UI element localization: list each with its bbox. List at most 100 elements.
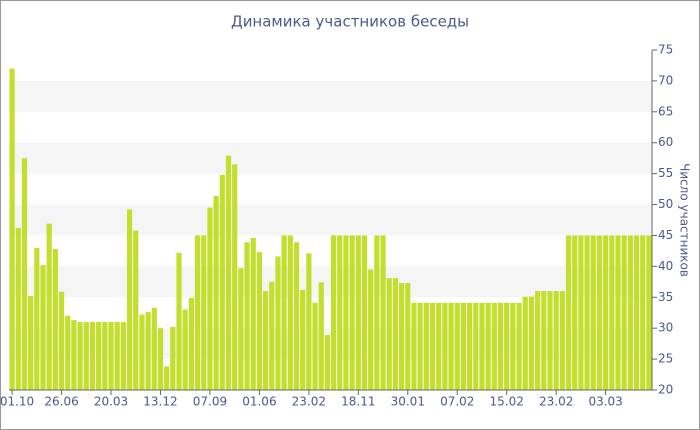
bar xyxy=(386,278,392,390)
grid-band xyxy=(9,142,652,174)
bar xyxy=(590,235,596,390)
bar xyxy=(510,302,516,390)
bar xyxy=(399,283,405,390)
bar xyxy=(269,281,275,390)
bar xyxy=(287,235,293,390)
bar xyxy=(516,302,522,390)
bar xyxy=(374,235,380,390)
bar xyxy=(361,235,368,390)
bar xyxy=(349,235,355,390)
bar xyxy=(71,320,77,390)
bar xyxy=(343,235,349,390)
bar xyxy=(646,235,652,390)
bar xyxy=(633,235,640,390)
x-tick-label: 13.12 xyxy=(143,395,177,409)
bar xyxy=(46,223,52,390)
bar xyxy=(479,302,485,390)
grid-band xyxy=(9,80,652,112)
bar xyxy=(535,291,541,390)
bar xyxy=(133,230,139,390)
x-tick-label: 23.02 xyxy=(539,395,573,409)
bar xyxy=(392,278,399,390)
bar xyxy=(244,242,250,390)
bar xyxy=(627,235,633,390)
bar xyxy=(312,302,318,390)
bar xyxy=(108,322,114,390)
bar xyxy=(467,302,473,390)
bar xyxy=(355,235,361,390)
bar xyxy=(293,242,300,390)
bar xyxy=(83,322,89,390)
bar xyxy=(615,235,621,390)
bar xyxy=(176,252,182,390)
x-tick-label: 03.03 xyxy=(588,395,622,409)
bar xyxy=(300,289,306,390)
bar xyxy=(170,326,176,390)
bar xyxy=(436,302,442,390)
bar xyxy=(194,235,201,390)
bar xyxy=(559,291,565,390)
y-tick-label: 70 xyxy=(658,73,673,87)
bar xyxy=(238,268,244,390)
y-tick-label: 30 xyxy=(658,321,673,335)
bar xyxy=(126,209,133,390)
x-tick-label: 30.01 xyxy=(391,395,425,409)
bar xyxy=(603,235,609,390)
bar xyxy=(491,302,497,390)
y-tick-label: 50 xyxy=(658,197,673,211)
x-tick-label: 20.03 xyxy=(94,395,128,409)
bar xyxy=(565,235,572,390)
bar xyxy=(541,291,547,390)
bar xyxy=(34,247,40,390)
bar xyxy=(442,302,448,390)
bar xyxy=(454,302,460,390)
y-tick-label: 35 xyxy=(658,290,673,304)
bar xyxy=(201,235,207,390)
bar xyxy=(114,322,120,390)
bar xyxy=(225,155,232,390)
bar xyxy=(157,328,164,390)
x-tick-label: 15.02 xyxy=(490,395,524,409)
bar xyxy=(102,322,108,390)
bar xyxy=(250,237,256,390)
bar xyxy=(460,302,467,390)
bar xyxy=(52,249,58,390)
bar xyxy=(120,322,126,390)
bar xyxy=(640,235,646,390)
bar xyxy=(411,302,417,390)
bar xyxy=(256,252,262,390)
bar xyxy=(423,302,429,390)
bar xyxy=(58,291,65,390)
bar xyxy=(584,235,590,390)
bar xyxy=(473,302,479,390)
y-tick-label: 25 xyxy=(658,352,673,366)
grid-band xyxy=(9,204,652,236)
bar xyxy=(207,207,213,390)
bar xyxy=(15,228,21,390)
bar xyxy=(28,296,34,390)
x-tick-label: 01.10 xyxy=(0,395,34,409)
bar xyxy=(262,291,269,390)
bar xyxy=(96,322,102,390)
bar xyxy=(596,235,603,390)
bar xyxy=(145,312,151,390)
bar xyxy=(621,235,627,390)
chart-title: Динамика участников беседы xyxy=(231,13,469,31)
bar xyxy=(164,366,170,390)
bar xyxy=(182,309,188,390)
bar xyxy=(485,302,491,390)
bar xyxy=(578,235,584,390)
y-tick-label: 65 xyxy=(658,104,673,118)
bar xyxy=(429,302,436,390)
bar xyxy=(324,334,331,390)
bar xyxy=(368,269,374,390)
y-tick-label: 60 xyxy=(658,135,673,149)
bar xyxy=(188,297,194,390)
bar xyxy=(528,296,535,390)
bar xyxy=(151,307,157,390)
bar xyxy=(275,256,281,390)
bar xyxy=(497,302,504,390)
y-axis-label: Число участников xyxy=(678,163,692,277)
bar xyxy=(232,164,238,390)
